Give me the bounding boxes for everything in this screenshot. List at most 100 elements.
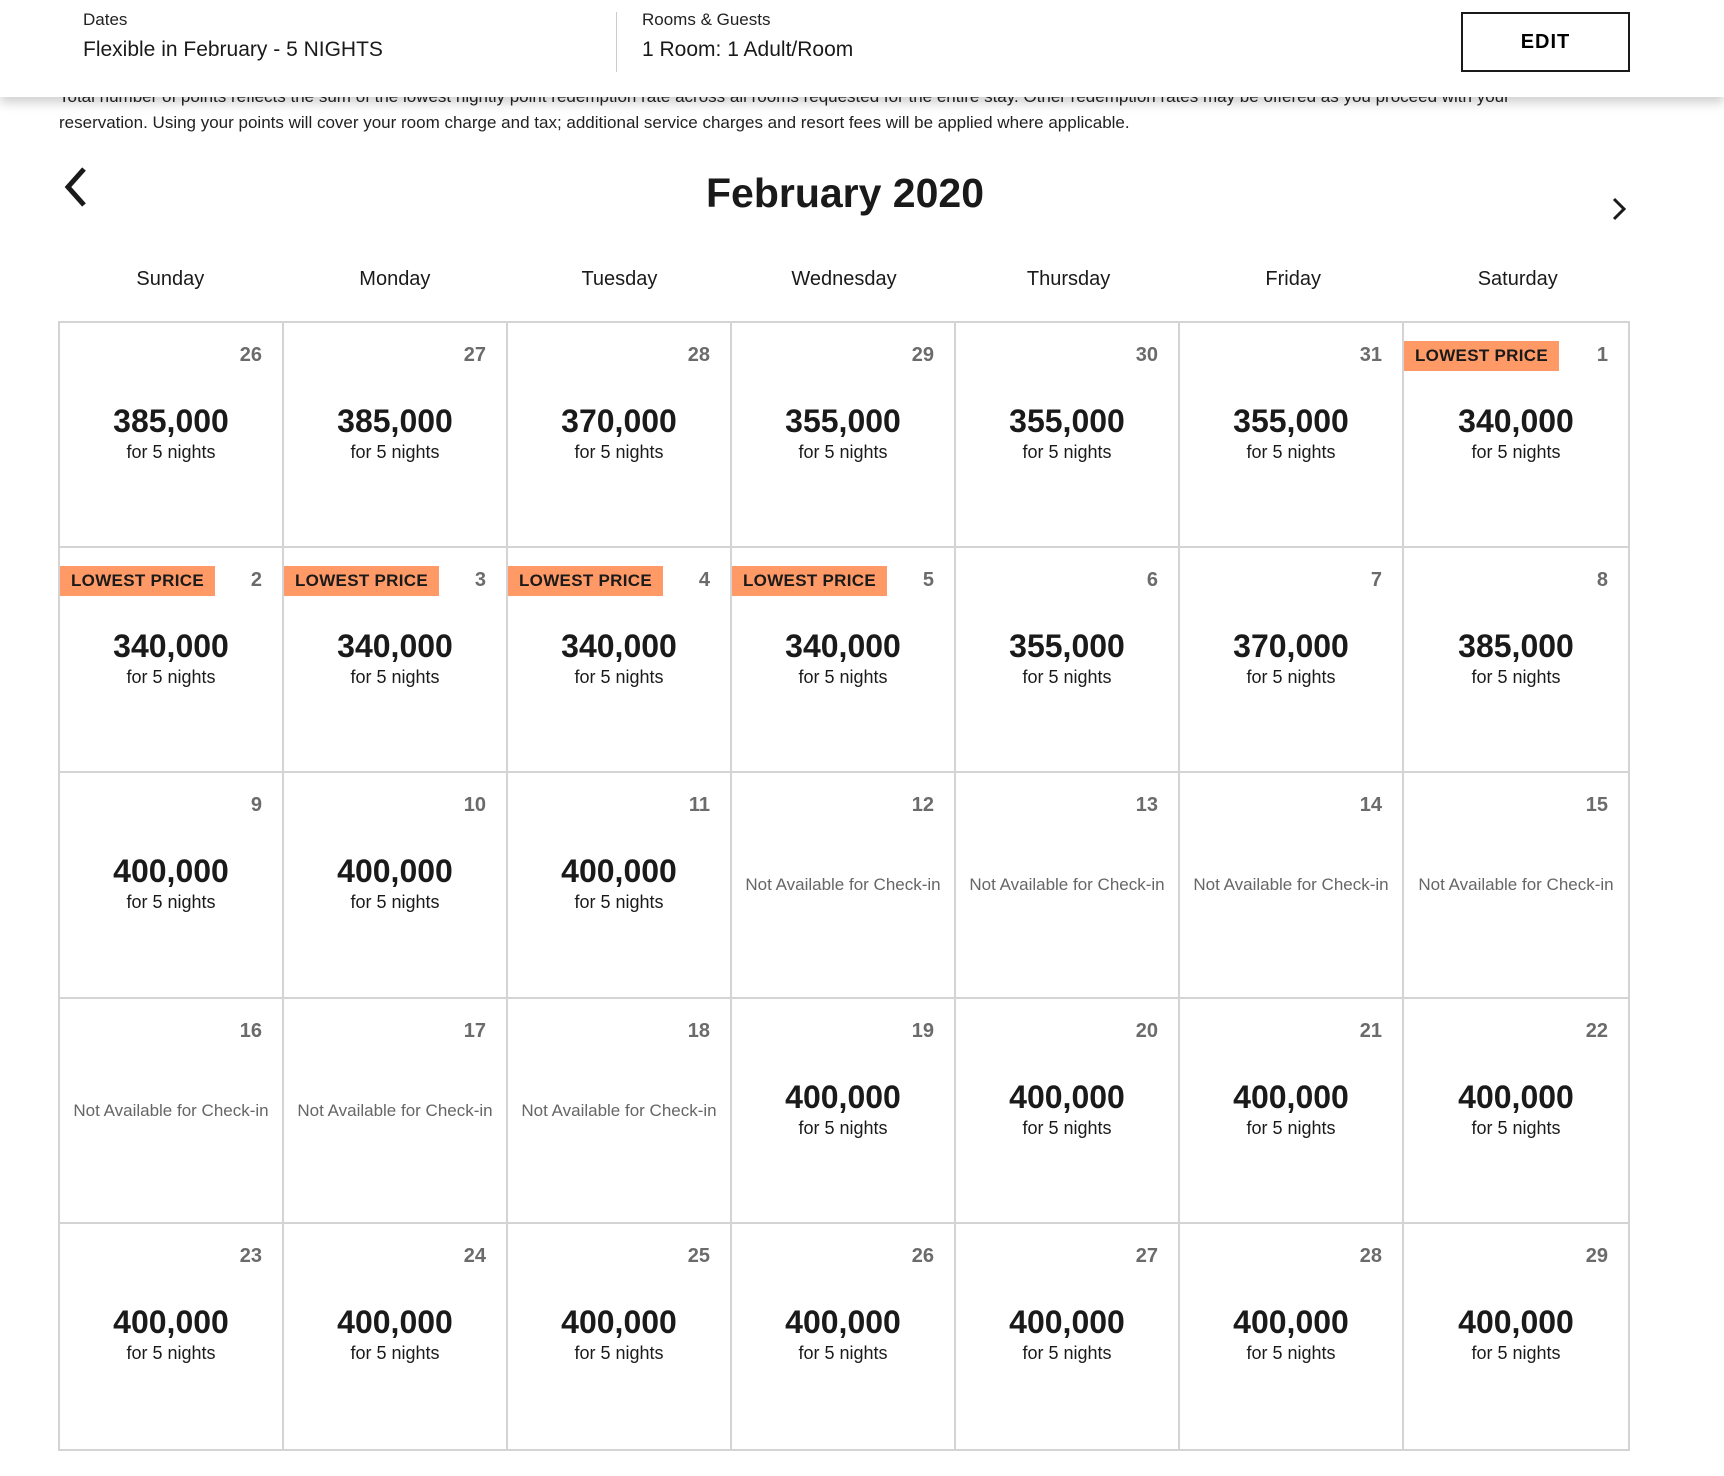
calendar-day-cell[interactable]: 10 400,000 for 5 nights: [284, 773, 508, 999]
calendar-day-cell[interactable]: LOWEST PRICE 5 340,000 for 5 nights: [732, 548, 956, 774]
calendar-day-cell[interactable]: 11 400,000 for 5 nights: [508, 773, 732, 999]
header-divider: [616, 12, 617, 72]
edit-button[interactable]: EDIT: [1461, 12, 1630, 72]
calendar-day-cell[interactable]: 26 400,000 for 5 nights: [732, 1223, 956, 1449]
calendar-day-cell: 18 Not Available for Check-in: [508, 998, 732, 1224]
day-number: 19: [911, 1019, 934, 1042]
nights-label: for 5 nights: [574, 1342, 664, 1363]
calendar-day-cell[interactable]: 28 400,000 for 5 nights: [1180, 1223, 1404, 1449]
calendar-day-cell[interactable]: 7 370,000 for 5 nights: [1180, 548, 1404, 774]
calendar-day-cell[interactable]: 23 400,000 for 5 nights: [60, 1223, 284, 1449]
calendar-day-cell[interactable]: 29 400,000 for 5 nights: [1404, 1224, 1628, 1449]
calendar-day-cell[interactable]: 8 385,000 for 5 nights: [1404, 548, 1628, 774]
nights-label: for 5 nights: [126, 667, 216, 688]
points-price: 370,000: [1233, 628, 1349, 665]
nights-label: for 5 nights: [798, 1117, 888, 1138]
previous-month-button[interactable]: [60, 165, 96, 209]
calendar-day-cell: 12 Not Available for Check-in: [732, 773, 956, 999]
nights-label: for 5 nights: [798, 442, 888, 462]
weekday-sunday: Sunday: [136, 268, 205, 290]
nights-label: for 5 nights: [350, 442, 440, 462]
day-number: 28: [687, 344, 710, 366]
nights-label: for 5 nights: [798, 1342, 888, 1363]
day-number: 31: [1359, 344, 1382, 366]
points-price: 340,000: [1458, 403, 1574, 439]
calendar-day-cell[interactable]: 25 400,000 for 5 nights: [508, 1223, 732, 1449]
nights-label: for 5 nights: [1022, 1342, 1112, 1363]
day-number: 3: [474, 569, 486, 592]
calendar-day-cell[interactable]: 24 400,000 for 5 nights: [284, 1223, 508, 1449]
calendar-day-cell[interactable]: 21 400,000 for 5 nights: [1180, 998, 1404, 1224]
not-available-label: Not Available for Check-in: [1193, 875, 1389, 895]
day-number: 20: [1135, 1019, 1158, 1042]
lowest-price-badge: LOWEST PRICE: [60, 566, 215, 597]
calendar-day-cell[interactable]: 31 355,000 for 5 nights: [1180, 323, 1404, 549]
calendar-day-cell[interactable]: 26 385,000 for 5 nights: [60, 323, 284, 549]
rooms-label: Rooms & Guests: [642, 10, 771, 29]
not-available-label: Not Available for Check-in: [73, 1100, 269, 1120]
day-number: 12: [911, 794, 934, 817]
nights-label: for 5 nights: [350, 667, 440, 688]
points-price: 340,000: [561, 628, 677, 665]
calendar-day-cell[interactable]: LOWEST PRICE 4 340,000 for 5 nights: [508, 548, 732, 774]
calendar-day-cell[interactable]: 27 400,000 for 5 nights: [956, 1223, 1180, 1449]
points-price: 400,000: [561, 1303, 677, 1340]
calendar-day-cell[interactable]: LOWEST PRICE 2 340,000 for 5 nights: [60, 548, 284, 774]
lowest-price-badge: LOWEST PRICE: [732, 566, 887, 597]
day-number: 13: [1135, 794, 1158, 817]
day-number: 7: [1370, 569, 1382, 592]
points-price: 400,000: [337, 1303, 453, 1340]
points-price: 400,000: [1233, 1078, 1349, 1115]
nights-label: for 5 nights: [1246, 667, 1336, 688]
day-number: 5: [922, 569, 934, 592]
points-price: 400,000: [1233, 1303, 1349, 1340]
day-number: 23: [239, 1244, 262, 1267]
nights-label: for 5 nights: [574, 892, 664, 913]
points-price: 400,000: [1009, 1303, 1125, 1340]
points-price: 385,000: [337, 403, 453, 439]
calendar-day-cell[interactable]: 6 355,000 for 5 nights: [956, 548, 1180, 774]
day-number: 21: [1359, 1019, 1382, 1042]
calendar-day-cell[interactable]: 20 400,000 for 5 nights: [956, 998, 1180, 1224]
weekday-saturday: Saturday: [1477, 268, 1558, 290]
nights-label: for 5 nights: [350, 892, 440, 913]
nights-label: for 5 nights: [1471, 442, 1561, 462]
points-price: 340,000: [785, 628, 901, 665]
calendar-day-cell[interactable]: LOWEST PRICE 3 340,000 for 5 nights: [284, 548, 508, 774]
calendar-day-cell[interactable]: 28 370,000 for 5 nights: [508, 323, 732, 549]
day-number: 18: [687, 1019, 710, 1042]
next-month-button[interactable]: [1608, 196, 1630, 222]
day-number: 17: [463, 1019, 486, 1042]
points-price: 355,000: [1009, 403, 1125, 439]
calendar-day-cell[interactable]: 22 400,000 for 5 nights: [1404, 999, 1628, 1224]
day-number: 27: [1135, 1244, 1158, 1267]
nights-label: for 5 nights: [1246, 1342, 1336, 1363]
points-price: 400,000: [1458, 1078, 1574, 1115]
day-number: 29: [911, 344, 934, 366]
rooms-value: 1 Room: 1 Adult/Room: [642, 38, 854, 61]
points-price: 400,000: [1458, 1303, 1574, 1340]
day-number: 6: [1146, 569, 1158, 592]
dates-summary: Dates Flexible in February - 5 NIGHTS: [83, 10, 383, 62]
calendar-grid: 26 385,000 for 5 nights 27 385,000 for 5 nigh…: [58, 321, 1630, 1451]
not-available-label: Not Available for Check-in: [297, 1100, 493, 1120]
calendar-day-cell[interactable]: LOWEST PRICE 1 340,000 for 5 nights: [1404, 323, 1628, 549]
not-available-label: Not Available for Check-in: [969, 875, 1165, 895]
calendar-day-cell[interactable]: 27 385,000 for 5 nights: [284, 323, 508, 549]
calendar-day-cell: 14 Not Available for Check-in: [1180, 773, 1404, 999]
nights-label: for 5 nights: [1471, 667, 1561, 688]
day-number: 29: [1585, 1244, 1608, 1267]
day-number: 26: [239, 344, 262, 366]
not-available-label: Not Available for Check-in: [1418, 875, 1614, 895]
day-number: 22: [1585, 1019, 1608, 1042]
calendar-day-cell[interactable]: 30 355,000 for 5 nights: [956, 323, 1180, 549]
search-summary-header: Dates Flexible in February - 5 NIGHTS Ro…: [0, 0, 1724, 97]
calendar-day-cell[interactable]: 29 355,000 for 5 nights: [732, 323, 956, 549]
weekday-thursday: Thursday: [1026, 268, 1111, 290]
nights-label: for 5 nights: [1471, 1117, 1561, 1138]
calendar-day-cell[interactable]: 19 400,000 for 5 nights: [732, 998, 956, 1224]
points-price: 385,000: [1458, 628, 1574, 665]
points-price: 340,000: [337, 628, 453, 665]
nights-label: for 5 nights: [1246, 1117, 1336, 1138]
calendar-day-cell[interactable]: 9 400,000 for 5 nights: [60, 773, 284, 999]
